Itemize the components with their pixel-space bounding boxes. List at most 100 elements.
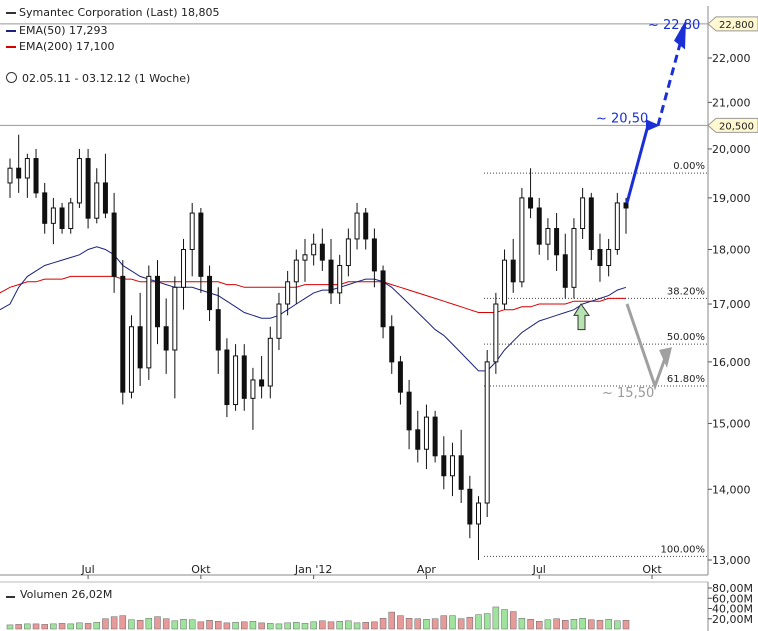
candle	[120, 260, 126, 405]
candle-body	[449, 455, 455, 477]
candle-body	[267, 337, 273, 387]
candle-body	[380, 270, 386, 328]
forecast-annotations: ~ 22,80 ~ 20,50 ~ 15,50	[573, 18, 700, 401]
candle	[102, 153, 108, 219]
forecast-arrowhead-high	[674, 19, 686, 50]
volume-bar	[301, 623, 309, 630]
candle-body	[528, 197, 534, 209]
clock-icon	[6, 72, 17, 83]
candle	[337, 254, 343, 305]
candle	[354, 202, 360, 250]
candle	[467, 475, 473, 539]
price-tag-high: 22,800	[707, 16, 758, 32]
volume-bar	[119, 615, 127, 630]
candle	[163, 298, 169, 374]
volume-bar	[197, 621, 205, 630]
candle-body	[311, 243, 317, 256]
candle-body	[545, 228, 551, 245]
volume-bar	[336, 621, 343, 630]
volume-bar	[267, 623, 274, 630]
candle-body	[432, 416, 438, 457]
volume-bar	[58, 623, 66, 630]
candle-body	[493, 303, 499, 363]
candle-body	[189, 212, 195, 250]
forecast-arrow-low	[625, 303, 670, 391]
candle	[33, 148, 39, 198]
candle	[68, 197, 74, 234]
candle	[76, 148, 82, 208]
legend-period: 02.05.11 - 03.12.12 (1 Woche)	[6, 72, 190, 85]
candle	[207, 265, 213, 322]
candle-body	[42, 192, 48, 224]
candle-body	[606, 248, 612, 267]
candle-body	[120, 275, 126, 393]
candle	[137, 292, 143, 387]
forecast-arrow-mid	[625, 123, 655, 204]
candle-body	[562, 254, 568, 288]
candle	[16, 134, 22, 193]
volume-bar	[449, 615, 456, 630]
candle	[42, 182, 48, 234]
candle	[406, 379, 412, 450]
candle	[449, 442, 455, 497]
candle	[510, 238, 516, 293]
fib-label: 0.00%	[673, 161, 705, 172]
volume-bar	[388, 611, 395, 630]
volume-bar	[431, 618, 439, 630]
candle-body	[536, 207, 542, 245]
candle-body	[198, 212, 204, 277]
volume-bar	[136, 620, 144, 630]
candle	[267, 326, 273, 399]
volume-tick-label: 20,00M	[712, 613, 753, 626]
fib-label: 100.00%	[661, 544, 706, 555]
candle	[7, 158, 13, 198]
y-tick-label: 16,000	[712, 356, 751, 369]
legend-main: Symantec Corporation (Last) 18,805	[6, 6, 220, 19]
volume-bar	[622, 620, 630, 630]
fib-label: 50.00%	[667, 332, 705, 343]
forecast-arrowhead-low	[659, 347, 672, 368]
volume-bar	[397, 615, 404, 630]
ema200-line	[0, 275, 626, 313]
chart-frame	[0, 6, 709, 631]
candle	[189, 202, 195, 277]
volume-bar	[596, 620, 604, 630]
volume-title-label: Volumen 26,02M	[20, 588, 113, 601]
y-tick-label: 21,000	[712, 96, 751, 109]
candle	[371, 228, 377, 288]
volume-bar	[293, 622, 300, 630]
y-tick-label: 18,000	[712, 243, 751, 256]
volume-bar	[440, 615, 448, 630]
volume-bar	[405, 617, 413, 630]
candle-body	[293, 259, 299, 283]
candle	[458, 429, 464, 504]
volume-bar	[544, 619, 552, 630]
candle-body	[302, 254, 308, 261]
volume-bar	[466, 616, 474, 630]
volume-bar	[371, 621, 378, 630]
candle	[528, 168, 534, 219]
candle	[415, 410, 421, 463]
volume-bar	[32, 623, 40, 630]
price-axis: 13,000 14,000 15,000 16,000 17,000 18,000 19,0…	[707, 16, 758, 567]
candle	[476, 496, 482, 560]
volume-bar	[327, 621, 335, 630]
candle-body	[519, 197, 525, 283]
volume-bar	[353, 622, 361, 630]
y-tick-label: 19,000	[712, 192, 751, 205]
volume-bar	[562, 620, 569, 630]
candle	[94, 168, 100, 224]
candlesticks	[7, 134, 629, 560]
volume-bar	[41, 624, 48, 630]
y-tick-label: 13,000	[712, 554, 751, 567]
volume-bar	[24, 623, 31, 630]
candle-body	[50, 207, 56, 224]
volume-bar	[154, 616, 161, 630]
volume-tick-label: 60,00M	[712, 592, 753, 605]
candle-body	[94, 182, 100, 219]
volume-bar	[527, 619, 534, 630]
candle	[85, 148, 91, 229]
candle-body	[484, 361, 490, 504]
volume-bar	[110, 616, 118, 630]
y-tick-label: 20,000	[712, 143, 751, 156]
